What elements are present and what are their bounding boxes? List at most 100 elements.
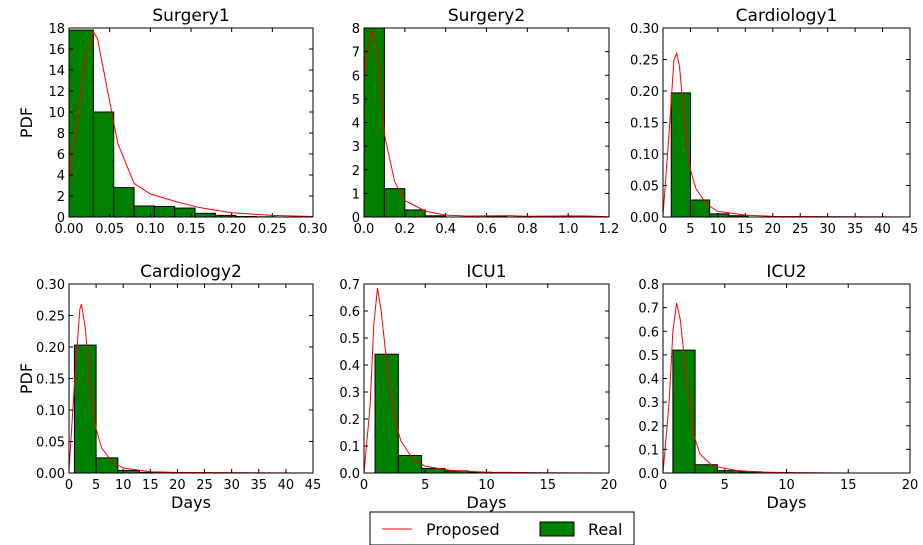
- axes-frame: [364, 284, 609, 473]
- x-tick-label: 10: [710, 222, 727, 237]
- histogram-bar: [195, 213, 215, 217]
- y-tick-label: 0.30: [630, 22, 659, 37]
- subplot-title: Surgery1: [152, 6, 229, 26]
- x-tick-label: 20: [765, 222, 782, 237]
- histogram-bar: [93, 112, 113, 217]
- y-tick-label: 0.25: [36, 310, 65, 325]
- legend-real-label: Real: [588, 520, 623, 539]
- y-tick-label: 4: [352, 117, 360, 132]
- histogram-bar: [671, 93, 690, 217]
- x-tick-label: 0.20: [217, 222, 246, 237]
- y-tick-label: 0.25: [630, 54, 659, 69]
- y-tick-label: 0.5: [638, 349, 659, 364]
- y-tick-label: 0.2: [339, 413, 360, 428]
- y-tick-label: 0: [352, 211, 360, 226]
- axes-frame: [663, 284, 910, 473]
- x-axis-label: Days: [171, 493, 211, 512]
- histogram-bar: [154, 207, 174, 218]
- y-tick-label: 0.00: [630, 211, 659, 226]
- x-tick-label: 40: [874, 222, 891, 237]
- y-tick-label: 0.20: [36, 341, 65, 356]
- histogram-bar: [673, 350, 695, 473]
- y-tick-label: 0.0: [339, 467, 360, 482]
- histogram-bar: [175, 208, 195, 217]
- y-tick-label: 0.0: [638, 467, 659, 482]
- subplot-title: ICU1: [466, 262, 506, 282]
- x-tick-label: 20: [601, 478, 618, 493]
- y-axis-label: PDF: [17, 107, 36, 138]
- legend-real-swatch: [540, 522, 574, 536]
- subplot-title: Surgery2: [448, 6, 525, 26]
- y-tick-label: 6: [57, 148, 65, 163]
- histogram-bar: [114, 188, 134, 217]
- x-tick-label: 0.10: [136, 222, 165, 237]
- x-tick-label: 15: [737, 222, 754, 237]
- proposed-curve: [663, 303, 910, 473]
- x-tick-label: 30: [819, 222, 836, 237]
- x-tick-label: 0.4: [435, 222, 456, 237]
- y-tick-label: 18: [48, 22, 65, 37]
- y-tick-label: 0.3: [339, 386, 360, 401]
- y-tick-label: 0.7: [339, 278, 360, 293]
- y-tick-label: 0.8: [638, 278, 659, 293]
- x-tick-label: 0.2: [394, 222, 415, 237]
- x-tick-label: 5: [421, 478, 429, 493]
- y-tick-label: 0.10: [630, 148, 659, 163]
- x-tick-label: 20: [169, 478, 186, 493]
- subplot-title: Cardiology1: [736, 6, 838, 26]
- y-tick-label: 0.15: [630, 117, 659, 132]
- proposed-curve: [364, 288, 609, 473]
- y-tick-label: 8: [352, 22, 360, 37]
- x-tick-label: 10: [115, 478, 132, 493]
- histogram-bar: [134, 206, 154, 217]
- x-tick-label: 15: [840, 478, 857, 493]
- x-tick-label: 0: [360, 478, 368, 493]
- y-tick-label: 0.6: [638, 325, 659, 340]
- x-tick-label: 10: [478, 478, 495, 493]
- x-tick-label: 0.8: [517, 222, 538, 237]
- subplot-grid: 0.00 0.05 0.10 0.15 0.20 0.25 0.30024681012141…: [17, 6, 918, 512]
- x-tick-label: 5: [686, 222, 694, 237]
- y-tick-label: 0.20: [630, 85, 659, 100]
- histogram-bar: [690, 200, 709, 217]
- y-tick-label: 10: [48, 106, 65, 121]
- x-tick-label: 45: [902, 222, 919, 237]
- x-tick-label: 35: [847, 222, 864, 237]
- x-tick-label: 5: [721, 478, 729, 493]
- y-tick-label: 4: [57, 169, 65, 184]
- histogram-bar: [405, 210, 425, 217]
- x-tick-label: 15: [142, 478, 159, 493]
- y-tick-label: 0.4: [638, 373, 659, 388]
- y-axis-label: PDF: [17, 363, 36, 394]
- y-tick-label: 0.1: [339, 440, 360, 455]
- x-axis-label: Days: [467, 493, 507, 512]
- y-tick-label: 0.15: [36, 373, 65, 388]
- y-tick-label: 0.00: [36, 467, 65, 482]
- x-tick-label: 25: [792, 222, 809, 237]
- x-tick-label: 0.25: [258, 222, 287, 237]
- x-tick-label: 0.15: [177, 222, 206, 237]
- subplot-1: 0.00 0.05 0.10 0.15 0.20 0.25 0.30 0 2 4 6 8 10 12 14 1…: [17, 6, 327, 237]
- y-tick-label: 0.2: [638, 420, 659, 435]
- x-tick-label: 10: [778, 478, 795, 493]
- y-tick-label: 8: [57, 127, 65, 142]
- x-tick-label: 0.30: [299, 222, 328, 237]
- histogram-bar: [375, 354, 398, 473]
- x-tick-label: 0: [659, 478, 667, 493]
- y-tick-label: 2: [352, 164, 360, 179]
- x-tick-label: 20: [902, 478, 919, 493]
- x-tick-label: 35: [251, 478, 268, 493]
- subplot-title: ICU2: [766, 262, 806, 282]
- axes-frame: [663, 28, 910, 217]
- y-tick-label: 0.4: [339, 359, 360, 374]
- subplot-title: Cardiology2: [140, 262, 242, 282]
- x-tick-label: 25: [196, 478, 213, 493]
- x-tick-label: 5: [92, 478, 100, 493]
- proposed-curve: [663, 53, 910, 217]
- x-tick-label: 0.05: [95, 222, 124, 237]
- axes-frame: [69, 284, 313, 473]
- y-tick-label: 6: [352, 69, 360, 84]
- subplot-5: 0 5 10 15 20 0.0 0.1 0.2 0.3 0.4 0.5 0.6 0.7 ICU1 Days: [339, 262, 617, 512]
- x-tick-label: 45: [305, 478, 322, 493]
